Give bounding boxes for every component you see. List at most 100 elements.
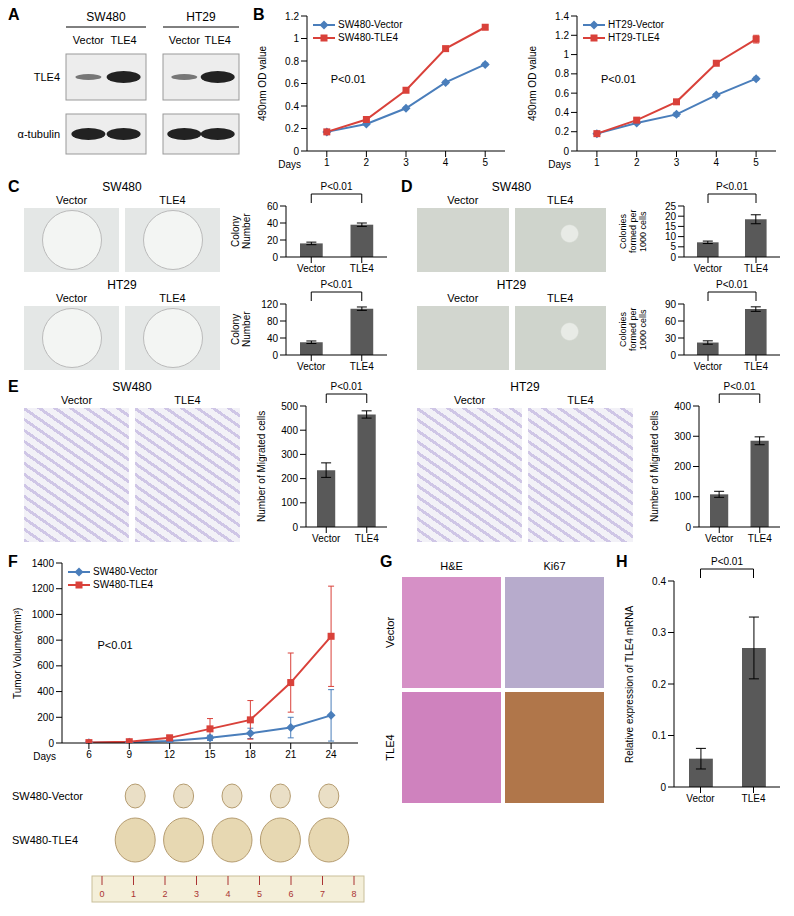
svg-text:12: 12 [164,749,176,760]
svg-text:90: 90 [665,299,677,310]
svg-text:10: 10 [665,231,677,242]
svg-text:Vector: Vector [694,263,723,274]
svg-text:5: 5 [482,157,488,168]
svg-text:Vector: Vector [705,533,734,544]
svg-text:0: 0 [670,252,676,263]
svg-text:3: 3 [674,157,680,168]
svg-text:0.2: 0.2 [555,126,569,137]
svg-text:4: 4 [443,157,449,168]
svg-text:TLE4: TLE4 [205,34,231,46]
svg-text:SW480: SW480 [86,10,126,24]
svg-text:Vector: Vector [312,533,341,544]
svg-text:500: 500 [281,401,298,412]
svg-text:600: 600 [37,660,54,671]
svg-text:0.6: 0.6 [555,88,569,99]
svg-text:P<0.01: P<0.01 [716,279,748,290]
svg-text:40: 40 [267,218,279,229]
svg-text:1: 1 [594,157,600,168]
svg-text:0.2: 0.2 [285,123,299,134]
svg-text:SW480-Vector: SW480-Vector [12,790,83,802]
svg-text:1400: 1400 [32,558,55,569]
svg-text:5: 5 [753,157,759,168]
svg-text:TLE4: TLE4 [34,71,60,83]
svg-text:Vector: Vector [169,34,201,46]
svg-text:TLE4: TLE4 [355,533,379,544]
svg-text:0.8: 0.8 [555,68,569,79]
svg-text:Ki67: Ki67 [543,560,565,572]
svg-text:25: 25 [665,201,677,212]
svg-text:TLE4: TLE4 [748,533,772,544]
svg-text:P<0.01: P<0.01 [716,181,748,192]
svg-text:6: 6 [86,749,92,760]
svg-text:1: 1 [563,49,569,60]
svg-text:60: 60 [267,201,279,212]
svg-text:100: 100 [281,497,298,508]
svg-text:0.8: 0.8 [285,56,299,67]
svg-text:20: 20 [267,235,279,246]
svg-text:0: 0 [293,146,299,157]
svg-text:6: 6 [288,889,293,899]
svg-text:1200: 1200 [32,583,55,594]
svg-text:0: 0 [685,522,691,533]
svg-text:0: 0 [670,350,676,361]
svg-text:120: 120 [261,299,278,310]
svg-text:1.2: 1.2 [555,30,569,41]
svg-text:TLE4: TLE4 [350,361,374,372]
svg-text:TLE4: TLE4 [744,263,768,274]
svg-text:200: 200 [674,461,691,472]
svg-text:Vector: Vector [297,263,326,274]
svg-text:7: 7 [320,889,325,899]
svg-text:80: 80 [267,316,279,327]
svg-text:100: 100 [674,491,691,502]
svg-text:0: 0 [660,782,666,793]
svg-text:24: 24 [326,749,338,760]
svg-text:300: 300 [281,449,298,460]
svg-text:TLE4: TLE4 [110,34,136,46]
svg-text:0: 0 [563,146,569,157]
svg-text:400: 400 [37,686,54,697]
svg-text:4: 4 [714,157,720,168]
svg-text:9: 9 [126,749,132,760]
svg-text:200: 200 [37,712,54,723]
svg-text:0.4: 0.4 [285,101,299,112]
svg-text:0: 0 [48,738,54,749]
svg-text:Vector: Vector [694,361,723,372]
svg-text:1: 1 [131,889,136,899]
svg-text:HT29: HT29 [186,10,216,24]
svg-text:1000: 1000 [32,609,55,620]
svg-text:60: 60 [665,316,677,327]
svg-text:40: 40 [267,333,279,344]
svg-text:0: 0 [272,350,278,361]
svg-text:21: 21 [285,749,297,760]
svg-text:2: 2 [634,157,640,168]
svg-text:800: 800 [37,635,54,646]
svg-text:400: 400 [674,401,691,412]
svg-text:SW480-TLE4: SW480-TLE4 [12,834,78,846]
svg-text:Vector: Vector [297,361,326,372]
svg-text:8: 8 [351,889,356,899]
svg-text:1: 1 [324,157,330,168]
svg-text:0: 0 [292,522,298,533]
svg-text:1: 1 [293,33,299,44]
svg-text:2: 2 [162,889,167,899]
svg-text:P<0.01: P<0.01 [711,556,743,567]
svg-text:5: 5 [670,241,676,252]
svg-text:TLE4: TLE4 [742,793,766,804]
svg-text:18: 18 [245,749,257,760]
svg-text:P<0.01: P<0.01 [331,381,363,392]
svg-text:TLE4: TLE4 [350,263,374,274]
svg-text:300: 300 [674,431,691,442]
svg-text:0.3: 0.3 [652,627,666,638]
svg-text:20: 20 [665,211,677,222]
svg-text:0.1: 0.1 [652,730,666,741]
svg-text:5: 5 [257,889,262,899]
svg-text:TLE4: TLE4 [384,734,396,760]
svg-text:400: 400 [281,425,298,436]
svg-text:0.4: 0.4 [555,107,569,118]
svg-text:0.6: 0.6 [285,78,299,89]
svg-text:1.2: 1.2 [285,11,299,22]
svg-text:α-tubulin: α-tubulin [18,128,60,140]
svg-text:30: 30 [665,333,677,344]
svg-text:TLE4: TLE4 [744,361,768,372]
svg-text:200: 200 [281,473,298,484]
